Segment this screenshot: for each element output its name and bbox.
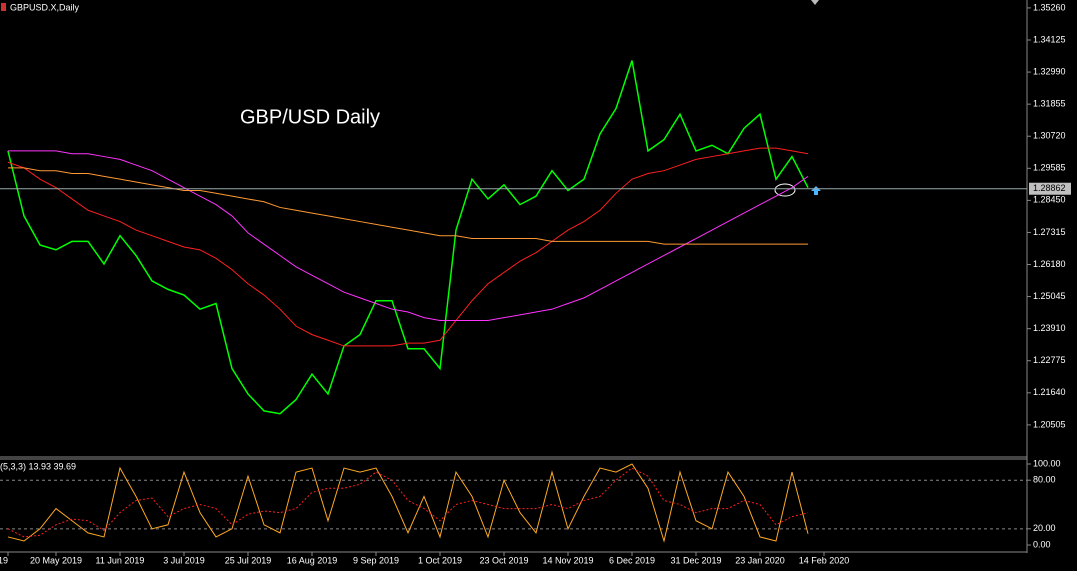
arrow-marker xyxy=(811,186,821,195)
x-tick-label: 2019 xyxy=(0,555,8,565)
series-line xyxy=(7,463,809,543)
x-tick-label: 1 Oct 2019 xyxy=(418,555,462,565)
y-tick-label: 1.28450 xyxy=(1033,195,1066,205)
x-tick-label: 14 Nov 2019 xyxy=(542,555,593,565)
y-tick-label: 1.20505 xyxy=(1033,419,1066,429)
last-price-label: 1.28862 xyxy=(1033,183,1066,193)
y-tick-label: 100.00 xyxy=(1033,458,1061,468)
symbol-icon xyxy=(1,3,6,11)
y-tick-label: 1.27315 xyxy=(1033,227,1066,237)
last-price-box xyxy=(1029,182,1071,195)
x-tick-label: 11 Jun 2019 xyxy=(96,555,145,565)
x-tick-label: 9 Sep 2019 xyxy=(353,555,399,565)
series-line xyxy=(8,167,808,245)
series-line xyxy=(7,467,809,538)
y-tick-label: 1.30720 xyxy=(1033,131,1066,141)
annotation: GBP/USD Daily xyxy=(240,106,380,128)
x-tick-label: 31 Dec 2019 xyxy=(670,555,721,565)
y-tick-label: 1.35260 xyxy=(1033,2,1066,12)
y-tick-label: 0.00 xyxy=(1033,539,1051,549)
x-tick-label: 14 Feb 2020 xyxy=(799,555,850,565)
y-tick-label: 1.31855 xyxy=(1033,99,1066,109)
y-tick-label: 1.32990 xyxy=(1033,66,1066,76)
x-tick-label: 20 May 2019 xyxy=(30,555,82,565)
y-tick-label: 1.22775 xyxy=(1033,355,1066,365)
shift-marker xyxy=(811,0,819,5)
highlight-circle xyxy=(774,183,796,197)
y-tick-label: 1.26180 xyxy=(1033,259,1066,269)
y-tick-label: 1.29585 xyxy=(1033,163,1066,173)
indicator-title: (5,3,3) 13.93 39.69 xyxy=(0,461,76,471)
y-tick-label: 1.25045 xyxy=(1033,291,1066,301)
x-tick-label: 3 Jul 2019 xyxy=(163,555,205,565)
y-tick-label: 80.00 xyxy=(1033,475,1056,485)
x-tick-label: 23 Oct 2019 xyxy=(479,555,528,565)
series-line xyxy=(7,147,809,347)
x-tick-label: 16 Aug 2019 xyxy=(287,555,338,565)
series-line xyxy=(7,60,809,415)
chart-title: GBPUSD.X,Daily xyxy=(10,2,80,12)
y-tick-label: 20.00 xyxy=(1033,523,1056,533)
y-tick-label: 1.23910 xyxy=(1033,323,1066,333)
series-line xyxy=(8,150,809,321)
y-tick-label: 1.34125 xyxy=(1033,34,1066,44)
y-tick-label: 1.21640 xyxy=(1033,387,1066,397)
x-tick-label: 25 Jul 2019 xyxy=(225,555,272,565)
x-tick-label: 23 Jan 2020 xyxy=(735,555,785,565)
x-tick-label: 6 Dec 2019 xyxy=(609,555,655,565)
